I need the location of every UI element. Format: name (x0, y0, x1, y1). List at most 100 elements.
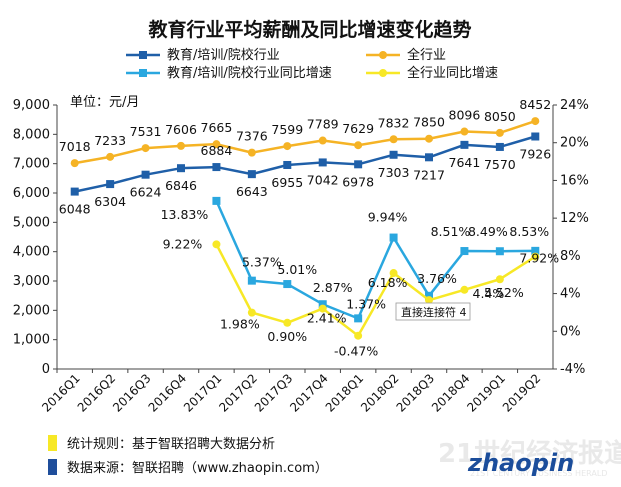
x-tick-label: 2017Q2 (216, 371, 260, 415)
right-tick-label: 16% (560, 173, 589, 188)
legend-label-education: 教育/培训/院校行业 (167, 47, 280, 63)
series-0-point (460, 140, 469, 149)
series-1-point (283, 142, 292, 151)
legend-item-education[interactable]: 教育/培训/院校行业 (126, 47, 280, 63)
right-y-axis: -4% 0% 4% 8% 12% 16% 20% 24% (552, 98, 589, 377)
series-1-point (177, 141, 185, 150)
watermark: 21世纪经济报道 21ST CENTURY BUSINESS HERALD (438, 438, 621, 478)
series-1-data-label: 7629 (342, 121, 374, 136)
x-tick-label: 2019Q1 (464, 371, 508, 415)
left-y-axis: 0 1,000 2,000 3,000 4,000 5,000 6,000 7,000 8,00… (13, 98, 58, 377)
right-tick-label: 4% (560, 287, 581, 302)
footer-rule: 统计规则：基于智联招聘大数据分析 (67, 437, 275, 452)
legend-item-all-industries-growth[interactable]: 全行业同比增速 (366, 65, 498, 81)
series-1-data-label: 8452 (519, 97, 551, 112)
series-2-point (425, 291, 433, 300)
watermark-publisher-en: 21ST CENTURY BUSINESS HERALD (470, 469, 607, 478)
left-tick-label: 3,000 (13, 274, 50, 289)
series-0-point (318, 158, 327, 167)
series-3-point (495, 275, 504, 284)
series-0-data-label: 7570 (484, 157, 516, 172)
series-1-point (389, 135, 398, 144)
series-3-point (354, 331, 363, 340)
left-tick-label: 1,000 (13, 333, 50, 348)
series-0-data-label: 7641 (449, 155, 481, 170)
series-0-point (247, 170, 256, 179)
series-line-2 (215, 200, 536, 320)
series-line-0 (74, 135, 536, 193)
series-1-data-label: 7599 (271, 122, 303, 137)
series-2-data-label: 3.76% (417, 271, 457, 286)
tooltip: 直接连接符 4 (395, 302, 471, 321)
series-3-data-label: 9.22% (163, 236, 203, 251)
series-2-data-label: 2.87% (313, 280, 353, 295)
x-tick-label: 2019Q2 (500, 371, 544, 415)
series-2-point (495, 247, 504, 256)
left-tick-label: 0 (42, 362, 50, 377)
series-2-point (460, 247, 469, 256)
x-tick-label: 2018Q4 (429, 371, 473, 415)
series-2-data-label: 5.37% (242, 255, 282, 270)
series-3-point (531, 252, 540, 261)
series-0-point (70, 187, 79, 196)
series-2-data-label: 5.01% (277, 262, 317, 277)
footer: 统计规则：基于智联招聘大数据分析 数据来源：智联招聘（www.zhaopin.c… (48, 435, 328, 476)
series-3-data-label: -0.47% (334, 344, 378, 359)
series-line-3 (215, 243, 536, 337)
series-0-data-label: 6624 (130, 185, 162, 200)
series-0-point (177, 164, 185, 173)
right-tick-label: 24% (560, 98, 589, 113)
series-1-data-label: 7850 (413, 115, 445, 130)
series-2-point (389, 233, 398, 242)
series-3-data-label: 5.52% (484, 285, 524, 300)
x-axis: 2016Q12016Q22016Q32016Q42017Q12017Q22017… (39, 368, 553, 415)
legend-item-all-industries[interactable]: 全行业 (366, 47, 446, 63)
x-tick-label: 2016Q2 (75, 371, 119, 415)
left-tick-label: 9,000 (13, 98, 50, 113)
series-1-data-label: 7665 (201, 120, 233, 135)
right-tick-label: -4% (560, 362, 585, 377)
legend-item-education-growth[interactable]: 教育/培训/院校行业同比增速 (126, 65, 332, 81)
series-3-point (247, 308, 256, 317)
series-0-data-label: 6048 (59, 202, 91, 217)
series-1-data-label: 7233 (94, 133, 126, 148)
series-0-data-label: 7303 (378, 165, 410, 180)
x-tick-label: 2016Q3 (110, 371, 154, 415)
series-3-point (460, 285, 469, 294)
x-tick-label: 2017Q1 (181, 371, 225, 415)
series-0-data-label: 6846 (165, 178, 197, 193)
series-0-data-label: 6884 (201, 143, 233, 158)
series-2-data-label: 8.53% (509, 224, 549, 239)
footer-source: 数据来源：智联招聘（www.zhaopin.com） (67, 461, 328, 476)
x-tick-label: 2017Q4 (287, 371, 331, 415)
series-3-data-label: 6.18% (368, 275, 408, 290)
left-tick-label: 6,000 (13, 186, 50, 201)
series-3-point (318, 304, 327, 313)
series-3-point (389, 269, 398, 278)
series-3-data-label: 2.41% (307, 311, 347, 326)
legend-label-all-industries-growth: 全行业同比增速 (407, 65, 498, 81)
series-3-data-label: 0.90% (267, 329, 307, 344)
series-0-data-label: 7217 (413, 167, 445, 182)
zhaopin-logo: zhaopin (467, 449, 574, 477)
series-2-point (247, 276, 256, 285)
series-2-point (531, 246, 540, 255)
series-1-data-label: 7018 (59, 139, 91, 154)
footer-marker-yellow (48, 435, 57, 451)
series-3-point (425, 296, 433, 305)
left-tick-label: 2,000 (13, 303, 50, 318)
series-2-point (318, 300, 327, 309)
series-0-point (212, 163, 221, 172)
left-tick-label: 7,000 (13, 157, 50, 172)
series-1-data-label: 7789 (307, 117, 339, 132)
series-0-data-label: 7042 (307, 172, 339, 187)
series-3-data-label: 4.4% (473, 286, 505, 301)
series-0-point (425, 153, 433, 162)
series-1-point (460, 127, 469, 136)
legend-label-education-growth: 教育/培训/院校行业同比增速 (167, 65, 332, 81)
series-0-point (283, 160, 292, 169)
series-1-point (318, 136, 327, 145)
left-tick-label: 8,000 (13, 127, 50, 142)
